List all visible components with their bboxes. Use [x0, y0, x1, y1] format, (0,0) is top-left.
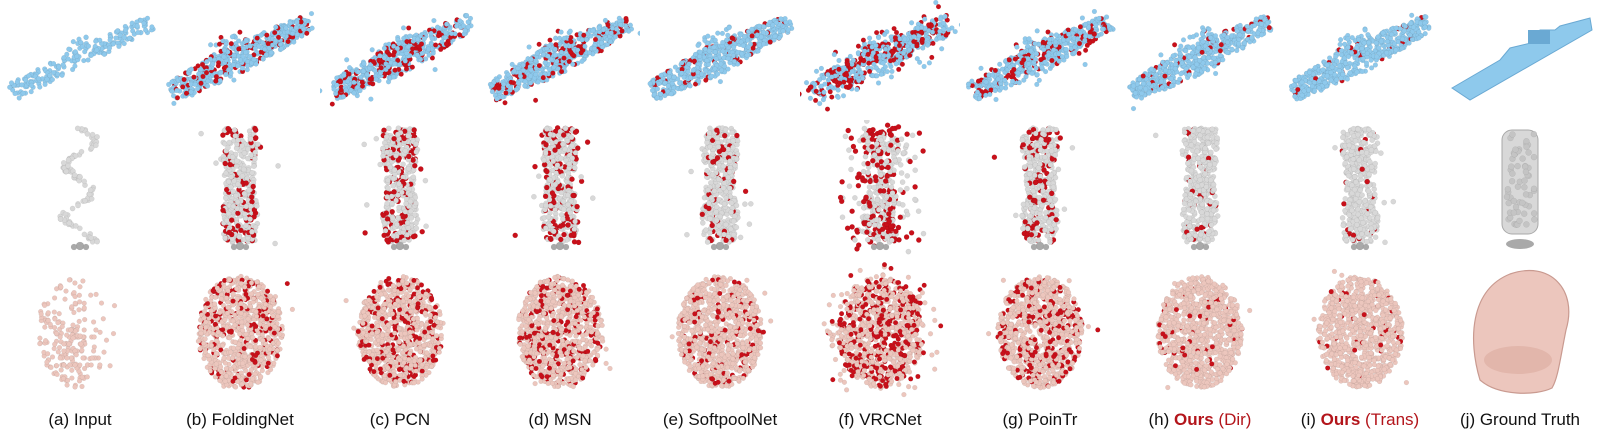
chair-ours_trans-render — [1280, 260, 1440, 400]
ship-softpoolnet-render — [640, 0, 800, 120]
ship-pointr-render — [960, 0, 1120, 120]
ship-gt-render — [1440, 0, 1600, 120]
chair-gt-render — [1440, 260, 1600, 400]
ship-foldingnet-render — [160, 0, 320, 120]
vase-pointr-render — [960, 120, 1120, 260]
ship-ours_trans-render — [1280, 0, 1440, 120]
caption-ours-trans: (i) Ours (Trans) — [1300, 410, 1420, 429]
chair-ours_dir-render — [1120, 260, 1280, 400]
chair-pcn-render — [320, 260, 480, 400]
caption-pointr: (g) PoinTr — [1002, 410, 1078, 429]
caption-softpoolnet: (e) SoftpoolNet — [662, 410, 778, 429]
vase-msn-render — [480, 120, 640, 260]
ship-pcn-render — [320, 0, 480, 120]
ship-vrcnet-render — [800, 0, 960, 120]
caption-ground-truth: (j) Ground Truth — [1460, 410, 1580, 429]
vase-ours_dir-render — [1120, 120, 1280, 260]
chair-vrcnet-render — [800, 260, 960, 400]
chair-msn-render — [480, 260, 640, 400]
caption-ours-dir: (h) Ours (Dir) — [1148, 410, 1252, 429]
caption-vrcnet: (f) VRCNet — [838, 410, 922, 429]
chair-pointr-render — [960, 260, 1120, 400]
ship-ours_dir-render — [1120, 0, 1280, 120]
vase-gt-render — [1440, 120, 1600, 260]
vase-softpoolnet-render — [640, 120, 800, 260]
chair-softpoolnet-render — [640, 260, 800, 400]
point-cloud-grid — [0, 0, 1600, 400]
caption-row: (a) Input (b) FoldingNet (c) PCN (d) MSN… — [0, 402, 1600, 438]
caption-pcn: (c) PCN — [369, 410, 431, 429]
chair-foldingnet-render — [160, 260, 320, 400]
vase-ours_trans-render — [1280, 120, 1440, 260]
caption-foldingnet: (b) FoldingNet — [186, 410, 294, 429]
vase-foldingnet-render — [160, 120, 320, 260]
vase-pcn-render — [320, 120, 480, 260]
vase-input-render — [0, 120, 160, 260]
ship-msn-render — [480, 0, 640, 120]
ship-input-render — [0, 0, 160, 120]
caption-input: (a) Input — [48, 410, 112, 429]
chair-input-render — [0, 260, 160, 400]
caption-msn: (d) MSN — [528, 410, 592, 429]
vase-vrcnet-render — [800, 120, 960, 260]
